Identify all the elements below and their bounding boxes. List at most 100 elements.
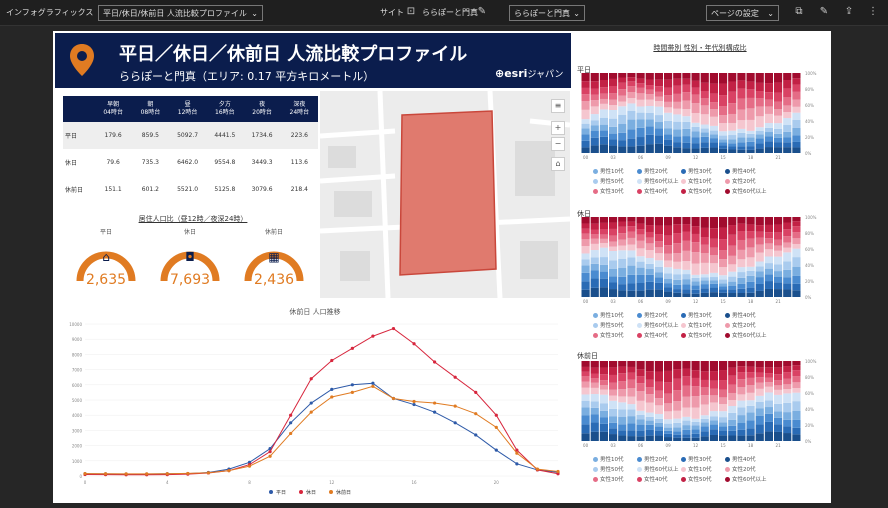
zoom-out-icon[interactable]: −: [551, 137, 565, 151]
y-tick-label: 1000: [72, 459, 83, 464]
stacked-bar-segment: [764, 361, 773, 368]
stacked-bar-segment: [618, 95, 627, 102]
zoom-in-icon[interactable]: +: [551, 121, 565, 135]
stacked-bar-segment: [691, 113, 700, 123]
stacked-bar-segment: [609, 99, 618, 106]
stacked-bar-segment: [664, 361, 673, 371]
stacked-bar-segment: [673, 261, 682, 269]
page-setting-select[interactable]: ページの設定 ⌄: [706, 5, 779, 21]
map-layers-icon[interactable]: ≡: [551, 99, 565, 113]
y-tick-label: 100%: [805, 215, 817, 220]
stacked-bar-segment: [645, 94, 654, 100]
stacked-bar-segment: [627, 146, 636, 153]
legend-dot: [681, 189, 686, 194]
stacked-bar-segment: [636, 240, 645, 249]
time-table: 早朝 04時台 朝 08時台 昼 12時台 夕方 16時台 夜 20時台 深夜 …: [63, 96, 318, 203]
stacked-bar-segment: [719, 279, 728, 284]
home-icon[interactable]: ⌂: [551, 157, 565, 171]
stacked-bar-segment: [746, 149, 755, 153]
stacked-bar-segment: [609, 246, 618, 252]
stacked-bar-segment: [609, 228, 618, 236]
stacked-bar-segment: [783, 247, 792, 253]
stacked-bar-segment: [673, 274, 682, 280]
stacked-bar-segment: [609, 241, 618, 247]
stacked-bar-segment: [654, 418, 663, 423]
stacked-bar-segment: [774, 424, 783, 432]
data-point: [433, 360, 437, 364]
legend-dot: [593, 313, 598, 318]
export-icon[interactable]: ⇪: [844, 6, 854, 17]
map-view[interactable]: ≡ + − ⌂: [320, 91, 570, 298]
stacked-bar-segment: [682, 368, 691, 377]
area-select-label: ららぽーと門真: [514, 9, 570, 18]
area-select[interactable]: ららぽーと門真 ⌄: [509, 5, 585, 21]
stacked-bar-segment: [609, 361, 618, 368]
stacked-bar-segment: [645, 402, 654, 413]
stacked-bar-segment: [719, 148, 728, 153]
stacked-bar-segment: [654, 135, 663, 144]
page-setting-label: ページの設定: [711, 9, 759, 18]
stacked-bar-segment: [609, 422, 618, 429]
stacked-bar-segment: [645, 361, 654, 372]
gauge-label: 平日: [99, 229, 112, 236]
stacked-bar-segment: [654, 426, 663, 431]
stacked-bar-segment: [599, 410, 608, 418]
copy-icon[interactable]: ⧉: [795, 6, 803, 17]
legend-label: 女性40代: [644, 477, 668, 483]
stacked-bar-segment: [746, 217, 755, 225]
data-point: [289, 431, 293, 436]
legend-item: 女性50代: [681, 331, 725, 339]
stacked-bar-segment: [618, 366, 627, 374]
stacked-bar-segment: [645, 387, 654, 395]
x-tick-label: 06: [638, 155, 644, 160]
stacked-bar-segment: [764, 413, 773, 422]
stacked-bar-segment: [691, 277, 700, 282]
stacked-bar-segment: [755, 395, 764, 402]
legend-label: 男性60代以上: [644, 179, 679, 185]
stacked-bar-segment: [764, 243, 773, 250]
stacked-bar-segment: [581, 433, 590, 441]
data-point: [145, 472, 149, 476]
stacked-bar-segment: [590, 373, 599, 379]
stacked-bar-segment: [709, 434, 718, 441]
x-tick-label: 00: [583, 155, 589, 160]
legend-dot: [593, 323, 598, 328]
legend-item: 男性30代: [681, 455, 725, 463]
profile-select[interactable]: 平日/休日/休前日 人流比較プロファイル ⌄: [98, 5, 263, 21]
stacked-bar-segment: [627, 366, 636, 373]
stacked-bar-segment: [682, 224, 691, 232]
stacked-bar-segment: [673, 73, 682, 79]
stacked-bar-segment: [719, 411, 728, 418]
stacked-bar-segment: [700, 114, 709, 125]
stacked-bar-segment: [737, 394, 746, 401]
edit-site-icon[interactable]: ✎: [477, 6, 487, 17]
stacked-bar-segment: [783, 147, 792, 153]
data-point: [391, 326, 396, 331]
side-chart-label: 平日: [577, 66, 591, 74]
stacked-bar-segment: [728, 289, 737, 294]
stacked-bar-segment: [664, 107, 673, 113]
legend-dot: [681, 179, 686, 184]
stacked-bar-segment: [581, 109, 590, 120]
stacked-bar-segment: [783, 112, 792, 119]
data-point: [535, 467, 540, 471]
stacked-bar-segment: [581, 140, 590, 148]
stacked-bar-segment: [682, 425, 691, 430]
stacked-bar-segment: [700, 415, 709, 419]
more-icon[interactable]: ⋮: [868, 6, 878, 17]
legend-item: 男性30代: [681, 167, 725, 175]
table-cell: 3079.6: [251, 186, 273, 193]
stacked-bar-segment: [673, 401, 682, 411]
stacked-bar-segment: [700, 431, 709, 437]
table-header: 朝 08時台: [131, 96, 169, 122]
series-line: [84, 382, 559, 475]
pencil-icon[interactable]: ✎: [819, 6, 829, 17]
stacked-bar-segment: [581, 407, 590, 416]
legend-label: 女性60代以上: [732, 477, 767, 483]
stacked-bar-segment: [636, 106, 645, 113]
stacked-bar-segment: [774, 128, 783, 134]
data-point: [474, 390, 478, 394]
stacked-bar-segment: [627, 231, 636, 238]
stacked-bar-segment: [673, 289, 682, 293]
legend-label: 女性10代: [688, 467, 712, 473]
